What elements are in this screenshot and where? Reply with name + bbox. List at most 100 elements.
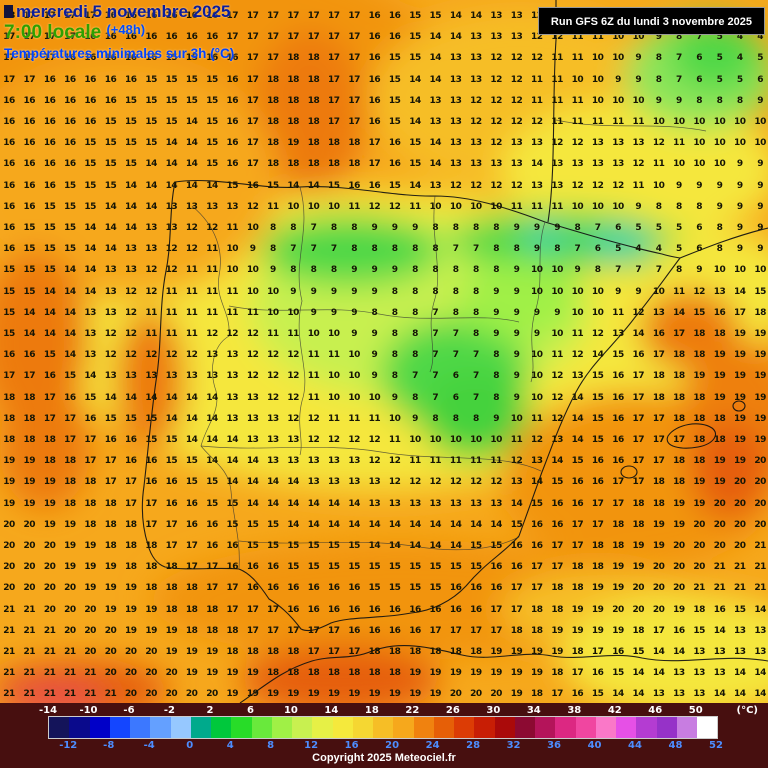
temp-value: 18 xyxy=(591,562,604,573)
temp-value: 19 xyxy=(43,498,56,509)
temp-value: 18 xyxy=(429,647,442,657)
title-block: mercredi 5 novembre 2025 7:00 locale (+4… xyxy=(4,2,234,61)
temp-value: 13 xyxy=(693,689,705,700)
temp-value: 13 xyxy=(449,53,462,64)
temp-value: 8 xyxy=(696,201,703,212)
temp-value: 9 xyxy=(371,265,378,276)
temp-value: 10 xyxy=(328,201,340,212)
temp-value: 13 xyxy=(510,11,523,21)
temp-value: 13 xyxy=(388,498,401,509)
temp-value: 18 xyxy=(307,668,320,679)
temp-value: 18 xyxy=(3,435,15,445)
temp-value: 19 xyxy=(226,668,239,679)
temp-value: 13 xyxy=(267,456,279,467)
temp-value: 20 xyxy=(145,689,157,700)
temp-value: 14 xyxy=(571,435,584,445)
colorbar-segment xyxy=(433,717,454,738)
temp-value: 17 xyxy=(652,456,665,467)
temp-value: 16 xyxy=(388,32,401,43)
temp-value: 17 xyxy=(328,95,340,106)
temp-value: 17 xyxy=(246,138,259,149)
temp-value: 9 xyxy=(655,32,662,43)
temp-value: 16 xyxy=(713,604,726,615)
temp-value: 21 xyxy=(23,668,36,679)
temp-value: 17 xyxy=(43,53,56,64)
temp-value: 18 xyxy=(125,519,137,530)
temp-value: 7 xyxy=(432,371,439,382)
temp-value: 17 xyxy=(246,32,259,43)
temp-value: 9 xyxy=(554,223,560,233)
temp-value: 16 xyxy=(3,159,15,170)
temp-value: 18 xyxy=(673,350,685,361)
temp-value: 14 xyxy=(185,159,198,170)
temp-value: 16 xyxy=(591,477,604,488)
temp-value: 16 xyxy=(104,53,117,64)
temp-value: 7 xyxy=(473,350,479,361)
temp-value: 7 xyxy=(412,371,418,382)
colorbar-segment xyxy=(697,717,718,738)
temp-value: 9 xyxy=(757,159,763,170)
temp-value: 13 xyxy=(185,371,198,382)
colorbar xyxy=(48,716,718,739)
temp-value: 13 xyxy=(693,668,705,679)
temp-value: 18 xyxy=(185,604,198,615)
temp-value: 15 xyxy=(165,456,178,467)
temp-value: 17 xyxy=(328,53,340,64)
temp-value: 14 xyxy=(531,159,543,170)
temp-value: 21 xyxy=(713,562,726,573)
temp-value: 18 xyxy=(104,498,117,509)
temp-value: 10 xyxy=(734,138,746,149)
temp-value: 13 xyxy=(226,201,239,212)
temp-value: 12 xyxy=(104,329,117,339)
temp-value: 15 xyxy=(388,53,401,64)
temp-value: 13 xyxy=(571,159,584,170)
temp-value: 15 xyxy=(84,392,96,403)
temp-value: 17 xyxy=(3,32,15,43)
temp-value: 19 xyxy=(693,371,705,382)
temp-value: 17 xyxy=(185,541,198,551)
temp-value: 13 xyxy=(226,371,239,382)
temp-value: 17 xyxy=(591,498,604,509)
temp-value: 10 xyxy=(591,201,604,212)
temp-value: 21 xyxy=(43,647,56,657)
temp-value: 18 xyxy=(226,625,239,636)
temp-value: 18 xyxy=(388,668,401,679)
colorbar-segment xyxy=(150,717,171,738)
colorbar-tick-label: -14 xyxy=(38,705,58,716)
temp-value: 11 xyxy=(206,265,218,276)
temp-value: 15 xyxy=(145,117,157,127)
temp-value: 18 xyxy=(206,604,218,615)
temp-value: 12 xyxy=(206,329,218,339)
temp-value: 13 xyxy=(267,413,279,424)
temp-value: 15 xyxy=(470,541,482,551)
temp-value: 14 xyxy=(145,180,157,191)
temp-value: 15 xyxy=(3,265,15,276)
temp-value: 16 xyxy=(328,604,340,615)
temp-value: 14 xyxy=(409,180,421,191)
temp-value: 11 xyxy=(531,74,543,85)
temp-value: 15 xyxy=(185,477,198,488)
temp-value: 18 xyxy=(3,392,15,403)
temp-value: 8 xyxy=(391,307,398,318)
temp-value: 17 xyxy=(328,11,340,21)
temp-value: 20 xyxy=(754,477,766,488)
temp-value: 11 xyxy=(226,307,239,318)
temp-value: 18 xyxy=(267,74,279,85)
temp-value: 10 xyxy=(673,117,685,127)
temp-value: 10 xyxy=(551,329,563,339)
temp-value: 19 xyxy=(551,647,563,657)
temp-value: 13 xyxy=(246,413,259,424)
temp-value: 14 xyxy=(185,435,198,445)
temp-value: 19 xyxy=(125,604,137,615)
temp-value: 9 xyxy=(290,286,297,297)
temp-value: 17 xyxy=(571,541,584,551)
temp-value: 5 xyxy=(716,32,723,43)
temp-value: 15 xyxy=(206,95,218,106)
temp-value: 16 xyxy=(104,435,117,445)
temp-value: 16 xyxy=(226,95,239,106)
temp-value: 13 xyxy=(673,689,685,700)
colorbar-segment xyxy=(130,717,151,738)
temp-value: 15 xyxy=(84,201,96,212)
temp-value: 14 xyxy=(429,32,442,43)
temp-value: 16 xyxy=(23,138,36,149)
